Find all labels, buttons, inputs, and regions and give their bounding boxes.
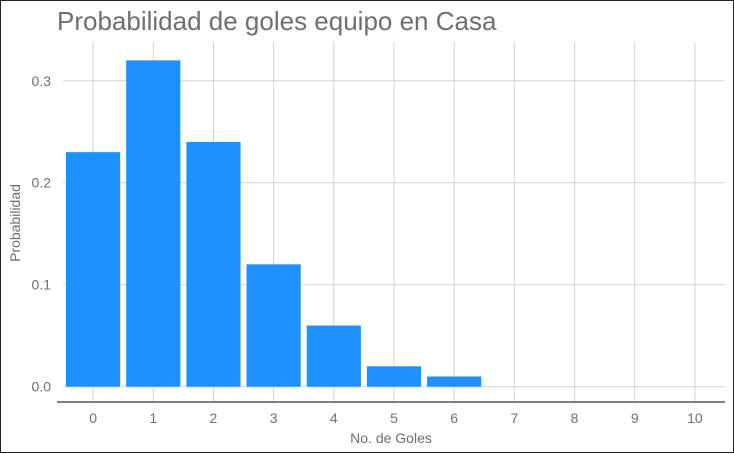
y-axis-label: Probabilidad (7, 184, 23, 262)
x-tick-label: 6 (450, 410, 458, 426)
x-tick-label: 3 (270, 410, 278, 426)
x-tick-label: 0 (89, 410, 97, 426)
y-tick-label: 0.3 (32, 73, 52, 89)
x-tick-label: 5 (390, 410, 398, 426)
x-tick-label: 1 (149, 410, 157, 426)
y-tick-label: 0.2 (32, 175, 52, 191)
x-tick-label: 4 (330, 410, 338, 426)
x-tick-label: 10 (687, 410, 703, 426)
bar (306, 325, 361, 387)
y-tick-label: 0.1 (32, 277, 52, 293)
chart-title: Probabilidad de goles equipo en Casa (57, 6, 497, 36)
x-tick-label: 8 (571, 410, 579, 426)
bar (186, 141, 241, 387)
bar (246, 264, 301, 387)
y-tick-label: 0.0 (32, 379, 52, 395)
bars (66, 60, 482, 387)
x-tick-label: 7 (510, 410, 518, 426)
bar (427, 376, 482, 387)
x-tick-label: 9 (631, 410, 639, 426)
bar (126, 60, 181, 387)
x-axis-label: No. de Goles (350, 430, 432, 446)
x-tick-label: 2 (210, 410, 218, 426)
axes: 0.0 0.1 0.2 0.3 0 1 2 3 4 5 6 7 8 9 10 (32, 73, 725, 426)
bar (66, 152, 121, 387)
bar (366, 366, 422, 387)
